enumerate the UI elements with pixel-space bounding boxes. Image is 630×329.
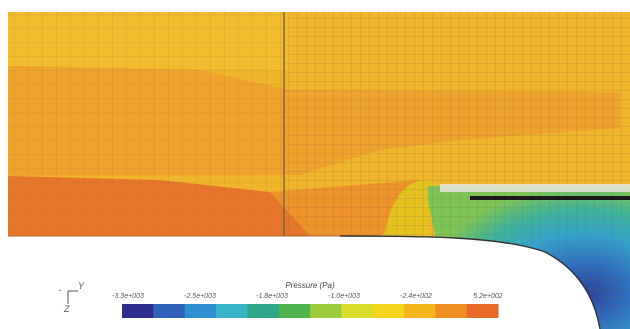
colorbar-swatch [247,304,280,318]
colorbar-swatch [372,304,405,318]
axis-triad [67,290,78,304]
step-strip [440,184,630,192]
colorbar-swatch [404,304,436,318]
colorbar-swatch [310,304,342,318]
colorbar-tick-label: -3.3e+003 [112,293,144,300]
colorbar-title: Pressure (Pa) [285,281,335,290]
colorbar-tick-label: 5.2e+002 [473,293,503,300]
colorbar-tick-label: -2.5e+003 [184,293,216,300]
axis-label-z: Z [64,304,70,314]
axis-label-y: Y [78,281,85,291]
colorbar-tick-label: -1.8e+003 [256,293,288,300]
field-underside [345,236,470,300]
colorbar-swatch [216,304,248,318]
colorbar-swatch [184,304,217,318]
step-line [470,196,630,200]
mesh-coarse [8,12,284,236]
colorbar-swatch [341,304,374,318]
colorbar-tick-label: -2.4e+002 [400,293,432,300]
colorbar [122,304,499,318]
colorbar-tick-label: -1.0e+003 [328,293,360,300]
colorbar-swatch [466,304,499,318]
colorbar-swatch [278,304,311,318]
body-outline [339,235,601,329]
axis-origin: - [58,285,61,295]
colorbar-swatch [153,304,186,318]
colorbar-swatch [435,304,468,318]
colorbar-swatch [122,304,154,318]
